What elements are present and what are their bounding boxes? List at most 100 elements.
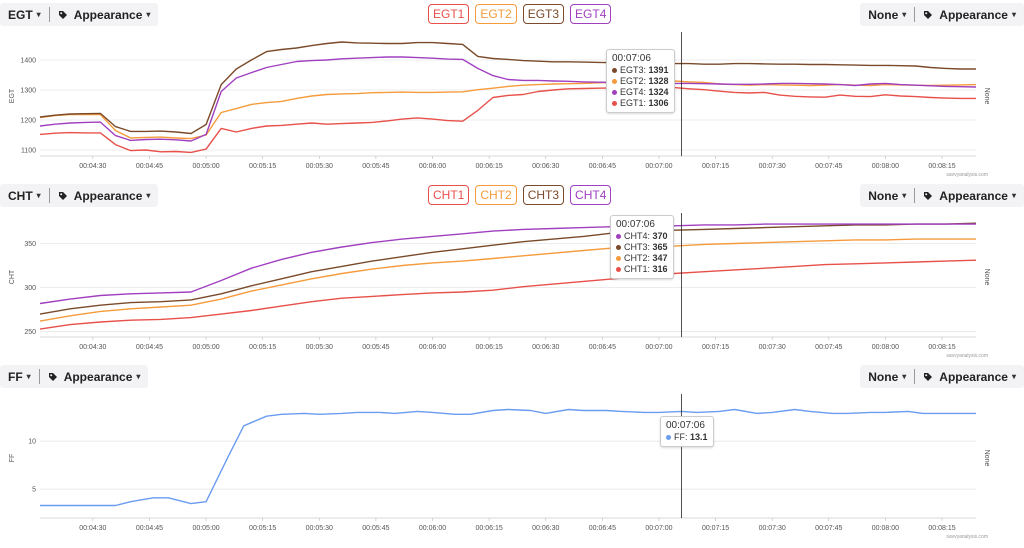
tooltip-row: CHT2: 347: [616, 253, 668, 264]
chevron-down-icon: ▾: [146, 191, 151, 200]
x-tick-label: 00:04:45: [136, 525, 163, 532]
appearance-label: Appearance: [73, 7, 143, 22]
tooltip-time: 00:07:06: [666, 420, 705, 431]
right-appearance-button[interactable]: Appearance ▾: [915, 365, 1024, 388]
tooltip-series-value: 1328: [648, 76, 669, 86]
x-tick-label: 00:06:15: [476, 163, 503, 170]
y-axis-menu-button[interactable]: CHT ▾: [0, 184, 49, 207]
chart-panel-egt: EGT ▾ Appearance ▾ None ▾ Appearance ▾ EGT1 EGT2 E…: [0, 0, 1024, 181]
x-tick-label: 00:07:15: [702, 163, 729, 170]
divider: [914, 369, 916, 384]
tag-icon: [58, 10, 67, 19]
x-tick-label: 00:05:15: [249, 163, 276, 170]
chevron-down-icon: ▾: [1011, 191, 1016, 200]
appearance-button[interactable]: Appearance ▾: [50, 184, 159, 207]
x-tick-label: 00:07:45: [815, 163, 842, 170]
hover-tooltip: 00:07:06 FF: 13.1: [660, 416, 714, 447]
tooltip-row: CHT3: 365: [616, 242, 668, 253]
tooltip-series-label: CHT3:: [624, 242, 651, 252]
y-axis-menu-label: FF: [8, 369, 23, 384]
x-tick-label: 00:06:45: [589, 525, 616, 532]
tooltip-series-value: 370: [652, 231, 668, 241]
series-toggle-cht2[interactable]: CHT2: [475, 185, 517, 205]
series-line-egt1: [39, 86, 976, 154]
left-axis-controls: EGT ▾ Appearance ▾: [0, 3, 159, 26]
right-axis-menu-button[interactable]: None ▾: [860, 184, 914, 207]
tooltip-row: EGT2: 1328: [612, 76, 669, 87]
series-dot: [612, 101, 617, 107]
tag-icon: [924, 10, 933, 19]
divider: [914, 7, 916, 22]
line-chart-cht: 250 300 350 00:04:30 00:04:45 00:05:00 00:05:1…: [9, 213, 990, 351]
x-tick-label: 00:07:45: [815, 344, 842, 351]
series-toggle-cht3[interactable]: CHT3: [522, 185, 565, 205]
right-axis-controls: None ▾ Appearance ▾: [860, 184, 1024, 207]
right-axis-menu-label: None: [868, 369, 899, 384]
right-axis-menu-button[interactable]: None ▾: [860, 3, 914, 26]
watermark-text: savvyanalysis.com: [946, 534, 988, 540]
appearance-button[interactable]: Appearance ▾: [50, 3, 159, 26]
x-tick-label: 00:05:45: [362, 344, 389, 351]
appearance-button[interactable]: Appearance ▾: [40, 365, 149, 388]
x-tick-label: 00:08:15: [928, 525, 955, 532]
x-tick-label: 00:05:30: [306, 163, 333, 170]
x-tick-label: 00:07:00: [645, 525, 672, 532]
x-tick-label: 00:05:00: [192, 344, 219, 351]
right-appearance-label: Appearance: [939, 369, 1008, 384]
series-line-egt3: [39, 41, 976, 135]
series-dot: [616, 256, 621, 262]
watermark-text: savvyanalysis.com: [946, 353, 988, 359]
chevron-down-icon: ▾: [146, 10, 151, 19]
series-toggle-egt4[interactable]: EGT4: [570, 4, 612, 24]
series-toggle-egt3[interactable]: EGT3: [522, 4, 565, 24]
y-tick-label: 300: [24, 285, 36, 292]
tooltip-series-value: 347: [652, 253, 668, 263]
y-axis-label: FF: [9, 454, 16, 463]
tooltip-row: CHT4: 370: [616, 231, 668, 242]
watermark-text: savvyanalysis.com: [946, 172, 988, 178]
hover-tooltip: 00:07:06 CHT4: 370 CHT3: 365 CHT2: 347 CHT1:…: [610, 215, 674, 279]
chart-panel-cht: CHT ▾ Appearance ▾ None ▾ Appearance ▾ CHT1 CHT2 C…: [0, 181, 1024, 362]
x-tick-label: 00:06:30: [532, 525, 559, 532]
right-appearance-button[interactable]: Appearance ▾: [915, 3, 1024, 26]
y-axis-label: CHT: [9, 269, 16, 284]
tooltip-series-label: EGT1:: [620, 98, 647, 108]
x-tick-label: 00:05:00: [192, 525, 219, 532]
chevron-down-icon: ▾: [902, 191, 907, 200]
series-dot: [612, 79, 617, 85]
series-toggle-egt2[interactable]: EGT2: [475, 4, 517, 24]
series-dot: [612, 90, 617, 96]
right-axis-label: None: [983, 450, 990, 467]
y-tick-label: 1300: [20, 88, 36, 95]
left-axis-controls: CHT ▾ Appearance ▾: [0, 184, 159, 207]
chevron-down-icon: ▾: [902, 372, 907, 381]
x-tick-label: 00:06:00: [419, 163, 446, 170]
x-tick-label: 00:07:30: [759, 344, 786, 351]
x-tick-label: 00:06:45: [589, 344, 616, 351]
x-tick-label: 00:08:00: [872, 163, 899, 170]
x-tick-label: 00:08:15: [928, 163, 955, 170]
y-tick-label: 1400: [20, 58, 36, 65]
divider: [38, 369, 40, 384]
right-appearance-button[interactable]: Appearance ▾: [915, 184, 1024, 207]
y-tick-label: 250: [24, 329, 36, 336]
y-axis-menu-button[interactable]: EGT ▾: [0, 3, 49, 26]
tooltip-series-value: 13.1: [690, 432, 708, 442]
y-axis-menu-button[interactable]: FF ▾: [0, 365, 39, 388]
tooltip-series-label: CHT4:: [624, 231, 651, 241]
chevron-down-icon: ▾: [26, 372, 31, 381]
hover-tooltip: 00:07:06 EGT3: 1391 EGT2: 1328 EGT4: 1324 EG…: [606, 49, 675, 113]
right-axis-menu-button[interactable]: None ▾: [860, 365, 914, 388]
tooltip-series-label: FF:: [674, 432, 688, 442]
series-dot: [616, 245, 621, 251]
x-tick-label: 00:07:00: [645, 163, 672, 170]
series-toggle-cht4[interactable]: CHT4: [570, 185, 612, 205]
tooltip-row: CHT1: 316: [616, 264, 668, 275]
series-toggle-egt1[interactable]: EGT1: [428, 4, 470, 24]
series-toggle-cht1[interactable]: CHT1: [428, 185, 470, 205]
x-tick-label: 00:08:15: [928, 344, 955, 351]
tooltip-row: EGT4: 1324: [612, 87, 669, 98]
x-tick-label: 00:07:45: [815, 525, 842, 532]
x-tick-label: 00:07:30: [759, 525, 786, 532]
x-tick-label: 00:05:30: [306, 525, 333, 532]
